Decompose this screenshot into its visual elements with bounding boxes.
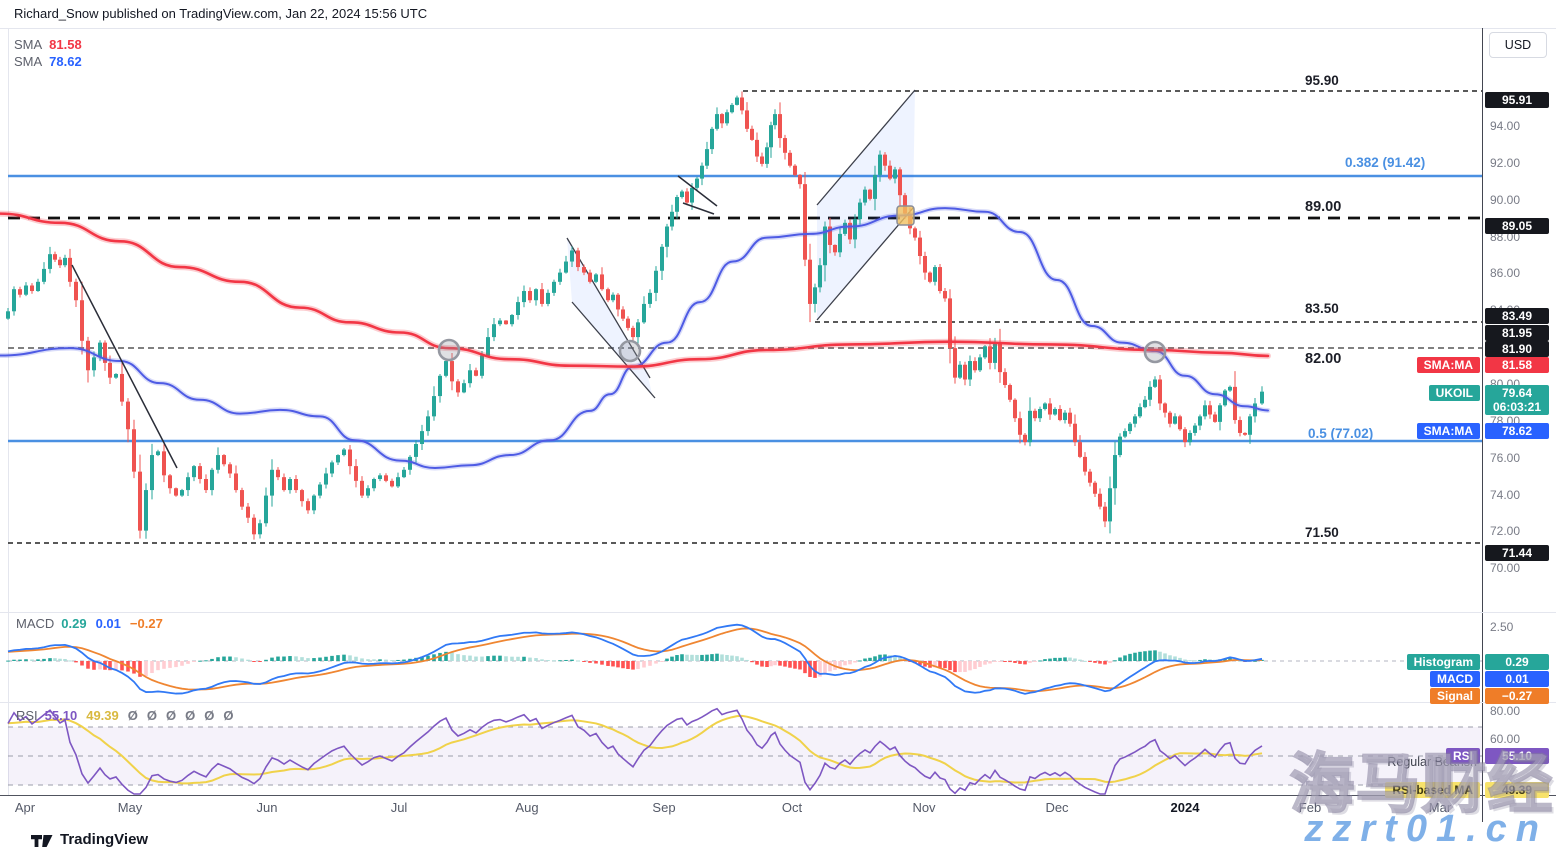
bottom-bar: TradingView [0, 824, 1556, 857]
macd-legend: MACD 0.29 0.01 −0.27 [16, 616, 163, 631]
macd-hist-badge: 0.29 [1485, 654, 1549, 670]
time-axis-Nov: Nov [912, 800, 936, 815]
rsi-ma-badge: 49.39 [1485, 782, 1549, 798]
chart-left-frame [8, 28, 9, 795]
rsi-legend: RSI 55.10 49.39 Ø Ø Ø Ø Ø Ø [16, 708, 234, 723]
price-macd-separator[interactable] [0, 612, 1556, 613]
price-tick: 94.00 [1490, 119, 1521, 133]
sma-red-badge-label: SMA:MA [1416, 357, 1480, 373]
rsi-ma-badge-label: RSI-based MA [1385, 782, 1480, 798]
tradingview-logo-icon[interactable] [30, 832, 54, 850]
price-tick: 76.00 [1490, 450, 1521, 465]
sma-blue-badge: 78.62 [1485, 423, 1549, 439]
macd-signal-badge: −0.27 [1485, 688, 1549, 704]
time-axis-Jun: Jun [256, 800, 278, 815]
price-axis-border [1482, 28, 1483, 822]
last-price-badge: 79.64 06:03:21 [1485, 385, 1549, 415]
price-tick: 92.00 [1490, 155, 1521, 170]
time-axis-Dec: Dec [1045, 800, 1069, 815]
time-axis-Feb: Feb [1298, 800, 1322, 815]
level-label: 71.50 [1305, 525, 1339, 540]
macd-rsi-separator[interactable] [0, 702, 1556, 703]
level-label: 89.00 [1305, 199, 1342, 215]
macd-signal-badge-label: Signal [1429, 688, 1480, 704]
level-label: 95.90 [1305, 73, 1339, 88]
price-legend-row: SMA 78.62 [14, 54, 82, 69]
attribution-text: Richard_Snow published on TradingView.co… [14, 6, 428, 21]
rsi-tick: 80.00 [1490, 704, 1521, 718]
time-axis-Apr: Apr [14, 800, 36, 815]
rsi-tick: 60.00 [1490, 732, 1521, 746]
price-tick: 70.00 [1490, 561, 1521, 576]
time-axis-Oct: Oct [781, 800, 803, 815]
price-tick: 74.00 [1490, 487, 1521, 502]
time-axis-Jul: Jul [390, 800, 408, 815]
time-axis-Aug: Aug [515, 800, 539, 815]
time-axis-2024: 2024 [1170, 800, 1200, 815]
high-level-badge: 95.91 [1485, 92, 1549, 108]
time-axis-border [0, 795, 1556, 796]
low-level-badge: 71.44 [1485, 545, 1549, 561]
level-label: 82.00 [1305, 351, 1342, 367]
header-divider [0, 28, 1556, 29]
rsi-badge: 55.10 [1485, 748, 1549, 764]
sma-red-badge: 81.58 [1485, 357, 1549, 373]
price-tick: 90.00 [1490, 192, 1521, 207]
level-8195-badge: 81.95 [1485, 325, 1549, 341]
last-price-badge-label: UKOIL [1428, 385, 1480, 401]
macd-tick: 2.50 [1490, 620, 1514, 634]
price-tick: 86.00 [1490, 266, 1521, 281]
level-label: 0.382 (91.42) [1345, 155, 1426, 170]
macd-line-badge-label: MACD [1430, 671, 1480, 687]
macd-hist-badge-label: Histogram [1406, 654, 1480, 670]
currency-button[interactable]: USD [1489, 32, 1547, 58]
level-label: 83.50 [1305, 301, 1339, 316]
level-83-badge: 83.49 [1485, 308, 1549, 324]
time-axis-May: May [117, 800, 143, 815]
sma-blue-badge-label: SMA:MA [1416, 423, 1480, 439]
time-axis-Sep: Sep [652, 800, 676, 815]
time-axis-Mar: Mar [1428, 800, 1452, 815]
level-label: 0.5 (77.02) [1308, 426, 1374, 441]
price-tick: 72.00 [1490, 524, 1521, 539]
level-8190-badge: 81.90 [1485, 341, 1549, 357]
price-legend-row: SMA 81.58 [14, 37, 82, 52]
rsi-badge-label: RSI [1445, 748, 1480, 764]
price-legend: SMA 81.58 SMA 78.62 [14, 36, 91, 70]
tradingview-logo-text[interactable]: TradingView [60, 831, 149, 848]
macd-line-badge: 0.01 [1485, 671, 1549, 687]
level-89-badge: 89.05 [1485, 218, 1549, 234]
